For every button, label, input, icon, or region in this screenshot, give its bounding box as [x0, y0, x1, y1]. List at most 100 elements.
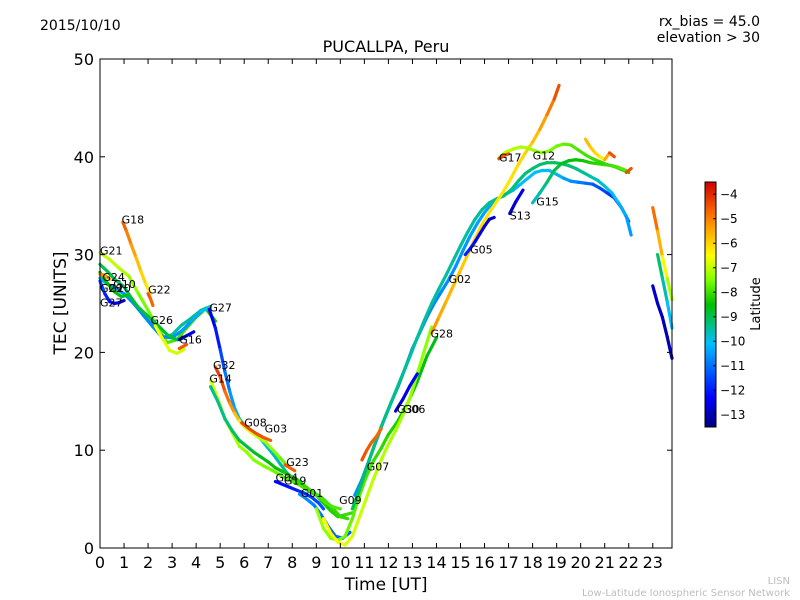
series-segment	[329, 531, 340, 544]
y-tick-label: 40	[74, 148, 94, 167]
satellite-label-g03: G03	[265, 423, 288, 436]
axes: 0 1 2 3 4 5 6 7 8 9 10 11 12 13 14 15 16 17 18 19 20 21 22 2301…	[74, 50, 672, 572]
series-segment	[432, 290, 443, 306]
x-tick-label: 2	[143, 553, 153, 572]
series-segment	[223, 370, 232, 394]
series-9	[177, 342, 189, 351]
series-segment	[466, 217, 477, 234]
colorbar-tick-label: −9	[720, 310, 738, 324]
y-tick-label: 10	[74, 441, 94, 460]
series-33	[651, 206, 674, 302]
series-segment	[415, 348, 427, 376]
satellite-label-s13: S13	[510, 209, 531, 222]
series-segment	[461, 234, 472, 253]
series-segment	[117, 266, 131, 278]
series-5	[98, 272, 112, 281]
series-segment	[117, 298, 126, 305]
series-segment	[184, 330, 196, 338]
satellite-label-g16: G16	[179, 334, 202, 347]
series-16	[283, 463, 297, 473]
series-segment	[617, 165, 628, 173]
x-tick-label: 11	[354, 553, 374, 572]
series-segment	[189, 309, 203, 323]
y-tick-label: 20	[74, 343, 94, 362]
satellite-label-g28: G28	[430, 328, 453, 341]
colorbar-title: Latitude	[749, 277, 764, 331]
series-segment	[552, 83, 561, 101]
series-segment	[245, 450, 256, 462]
x-tick-label: 15	[450, 553, 470, 572]
series-segment	[502, 176, 513, 193]
series-segment	[288, 466, 297, 473]
x-tick-label: 9	[311, 553, 321, 572]
series-segment	[617, 202, 628, 219]
series-8	[153, 324, 186, 355]
series-segment	[422, 325, 434, 353]
series-segment	[156, 323, 169, 337]
series-29	[531, 158, 628, 205]
x-tick-label: 17	[498, 553, 518, 572]
series-segment	[665, 335, 674, 360]
series-segment	[264, 440, 275, 452]
series-segment	[473, 222, 484, 241]
x-tick-label: 20	[570, 553, 590, 572]
series-segment	[134, 255, 143, 273]
satellite-label-g04: G04	[275, 471, 298, 484]
series-segment	[223, 417, 234, 433]
colorbar-ticks: −4 −5 −6 −7 −8 −9 −10 −11 −12 −13	[713, 187, 745, 422]
series-segment	[213, 365, 222, 379]
series-segment	[379, 407, 391, 429]
x-tick-label: 8	[287, 553, 297, 572]
series-segment	[261, 464, 275, 473]
y-tick-label: 0	[84, 539, 94, 558]
colorbar-tick-label: −5	[720, 212, 738, 226]
colorbar-tick-label: −6	[720, 236, 738, 250]
series-segment	[372, 458, 383, 480]
series-segment	[108, 257, 121, 270]
series-segment	[228, 389, 237, 410]
series-segment	[458, 230, 470, 248]
series-segment	[207, 307, 217, 330]
series-7	[146, 292, 155, 308]
series-segment	[261, 435, 273, 443]
series-segment	[415, 318, 427, 340]
series-segment	[321, 517, 333, 535]
series-segment	[425, 336, 439, 358]
satellite-label-g19: G19	[284, 474, 307, 487]
series-segment	[444, 284, 455, 304]
satellite-label-g12: G12	[533, 150, 556, 163]
series-segment	[651, 284, 660, 306]
series-34	[655, 253, 674, 330]
x-tick-label: 16	[474, 553, 494, 572]
satellite-label-g24: G24	[102, 271, 125, 284]
series-segment	[655, 301, 664, 319]
series-segment	[401, 354, 412, 376]
series-17	[273, 479, 326, 511]
series-segment	[223, 389, 232, 405]
series-segment	[136, 292, 150, 312]
series-segment	[408, 336, 419, 358]
satellite-label-g32: G32	[213, 359, 236, 372]
y-tick-label: 50	[74, 50, 94, 69]
series-segment	[105, 269, 117, 281]
series-35	[651, 284, 674, 360]
series-10	[177, 330, 196, 342]
series-segment	[487, 200, 499, 215]
colorbar-tick-label: −4	[720, 187, 738, 201]
colorbar	[704, 181, 717, 428]
series-segment	[401, 395, 412, 417]
series-segment	[141, 313, 155, 328]
series-segment	[665, 276, 674, 302]
series-segment	[473, 208, 484, 221]
colorbar-tick-label: −13	[720, 408, 745, 422]
series-segment	[350, 493, 362, 521]
satellite-label-g05: G05	[470, 244, 493, 257]
series-segment	[165, 333, 179, 342]
x-tick-label: 4	[191, 553, 201, 572]
brand-short: LISN	[767, 576, 790, 587]
series-segment	[180, 319, 193, 333]
series-segment	[112, 277, 126, 289]
series-segment	[482, 202, 494, 215]
x-tick-label: 0	[95, 553, 105, 572]
